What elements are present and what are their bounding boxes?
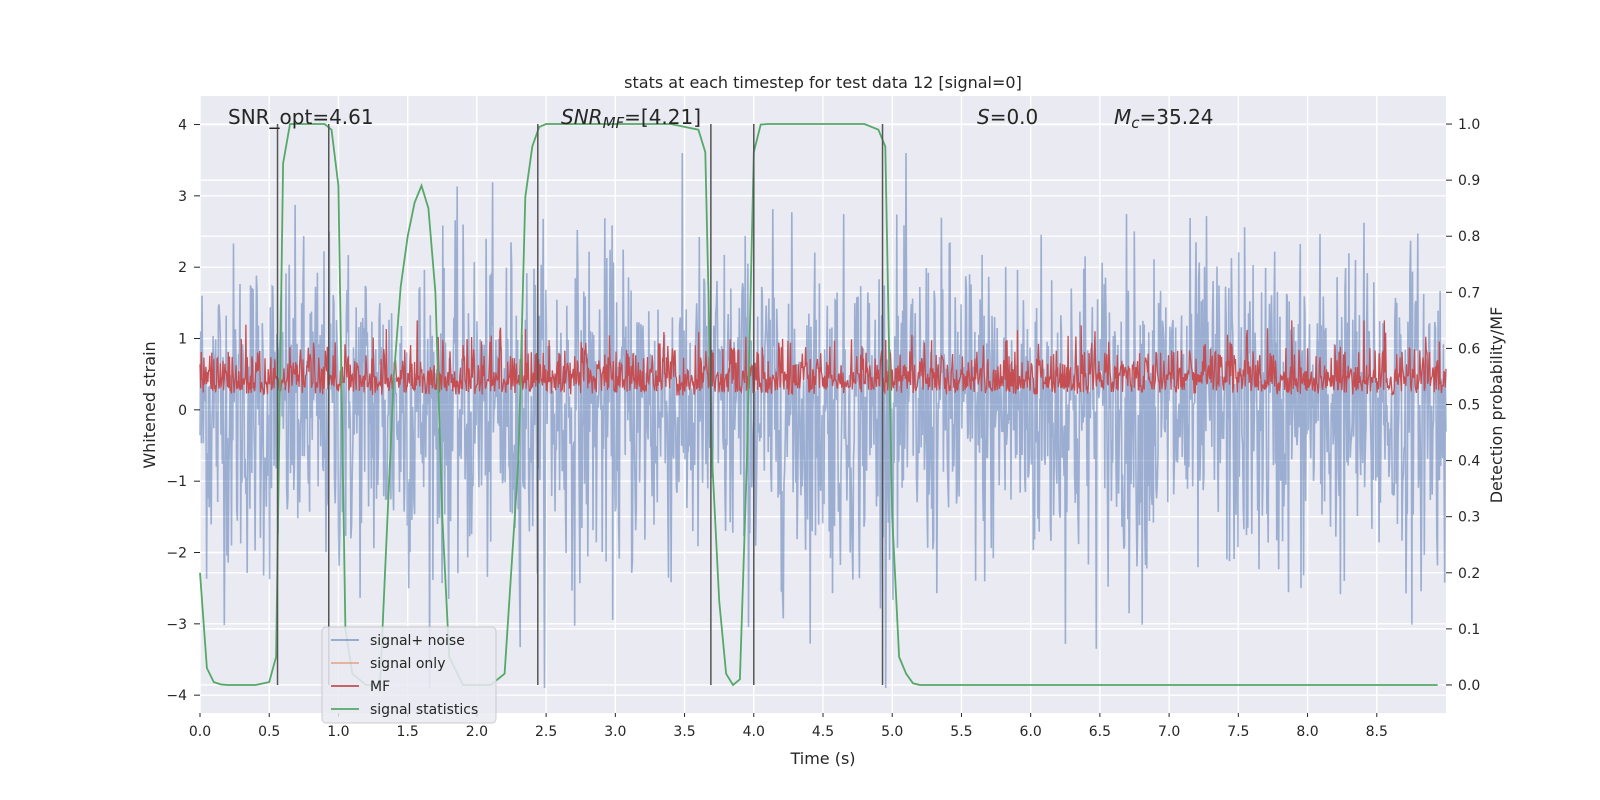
y-tick-label-4: 0 — [178, 403, 187, 419]
y-tick-label-6: 2 — [178, 260, 187, 276]
x-tick-label-2: 1.0 — [327, 724, 349, 740]
annotation-snr-mf-main: SNR — [561, 105, 603, 129]
y-tick-label-3: −1 — [166, 474, 187, 490]
x-tick-label-1: 0.5 — [258, 724, 280, 740]
y-tick-label-5: 1 — [178, 332, 187, 348]
y-tick-label-7: 3 — [178, 189, 187, 205]
x-tick-label-5: 2.5 — [535, 724, 557, 740]
y-tick-label-2: −2 — [166, 546, 187, 562]
x-tick-label-13: 6.5 — [1089, 724, 1111, 740]
x-tick-label-10: 5.0 — [881, 724, 903, 740]
annotation-snr-mf: SNRMF=[4.21] — [561, 105, 701, 132]
annotation-mc-main: M — [1114, 105, 1131, 129]
x-tick-label-4: 2.0 — [466, 724, 488, 740]
legend-box — [321, 626, 497, 724]
y-tick-label-1: −3 — [166, 617, 187, 633]
y2-tick-label-3: 0.3 — [1458, 510, 1480, 526]
x-tick-label-17: 8.5 — [1366, 724, 1388, 740]
y2-tick-label-0: 0.0 — [1458, 678, 1480, 694]
y2-axis-label: Detection probability/MF — [1487, 307, 1506, 504]
y2-tick-label-2: 0.2 — [1458, 566, 1480, 582]
x-tick-label-15: 7.5 — [1227, 724, 1249, 740]
series-signal-statistics-line — [199, 123, 1438, 687]
y2-tick-label-7: 0.7 — [1458, 285, 1480, 301]
x-tick-label-0: 0.0 — [189, 724, 211, 740]
annotation-s-value: =0.0 — [990, 105, 1039, 129]
legend: signal+ noise signal only MF signal stat… — [321, 626, 497, 724]
y-tick-label-0: −4 — [166, 688, 187, 704]
x-axis: 0.0 0.5 1.0 1.5 2.0 2.5 3.0 3.5 4.0 4.5 5.0 5.5 6.0 6… — [189, 713, 1388, 740]
x-tick-label-11: 5.5 — [950, 724, 972, 740]
annotation-mc-value: =35.24 — [1140, 105, 1214, 129]
annotation-mc: Mc=35.24 — [1114, 105, 1214, 132]
y-tick-label-8: 4 — [178, 118, 187, 134]
y2-tick-label-10: 1.0 — [1458, 117, 1480, 133]
y-axis-label: Whitened strain — [140, 341, 159, 468]
y-axis-left: −4 −3 −2 −1 0 1 2 3 4 — [166, 118, 200, 704]
y2-tick-label-8: 0.8 — [1458, 229, 1480, 245]
signal-noise-series — [199, 153, 1447, 689]
x-axis-label: Time (s) — [789, 749, 855, 768]
y2-tick-label-5: 0.5 — [1458, 398, 1480, 414]
legend-label-signal-noise: signal+ noise — [370, 633, 465, 649]
x-tick-label-8: 4.0 — [743, 724, 765, 740]
annotation-snr-mf-sub: MF — [603, 114, 625, 132]
mf-series — [199, 320, 1447, 396]
y2-tick-label-9: 0.9 — [1458, 173, 1480, 189]
y2-tick-label-1: 0.1 — [1458, 622, 1480, 638]
legend-label-signal-only: signal only — [370, 656, 445, 672]
x-tick-label-12: 6.0 — [1020, 724, 1042, 740]
x-tick-label-6: 3.0 — [604, 724, 626, 740]
annotation-s: S=0.0 — [977, 105, 1038, 129]
annotation-snr-opt: SNR_opt=4.61 — [228, 105, 374, 129]
legend-label-signal-statistics: signal statistics — [370, 702, 478, 718]
signal-statistics-series — [199, 123, 1438, 687]
annotation-s-main: S — [977, 105, 990, 129]
x-tick-label-7: 3.5 — [673, 724, 695, 740]
series-mf-line — [199, 320, 1447, 396]
y-axis-right: 0.0 0.1 0.2 0.3 0.4 0.5 0.6 0.7 0.8 0.9 1.0 — [1446, 117, 1480, 694]
series-signal-noise-line — [199, 153, 1447, 689]
x-tick-label-14: 7.0 — [1158, 724, 1180, 740]
annotation-mc-sub: c — [1131, 114, 1140, 132]
y2-tick-label-6: 0.6 — [1458, 341, 1480, 357]
x-tick-label-3: 1.5 — [397, 724, 419, 740]
event-markers — [276, 124, 884, 685]
y2-tick-label-4: 0.4 — [1458, 454, 1480, 470]
chart-title: stats at each timestep for test data 12 … — [624, 73, 1022, 92]
annotation-snr-mf-value: =[4.21] — [624, 105, 701, 129]
x-tick-label-9: 4.5 — [812, 724, 834, 740]
x-tick-label-16: 8.0 — [1296, 724, 1318, 740]
legend-label-mf: MF — [370, 679, 390, 695]
